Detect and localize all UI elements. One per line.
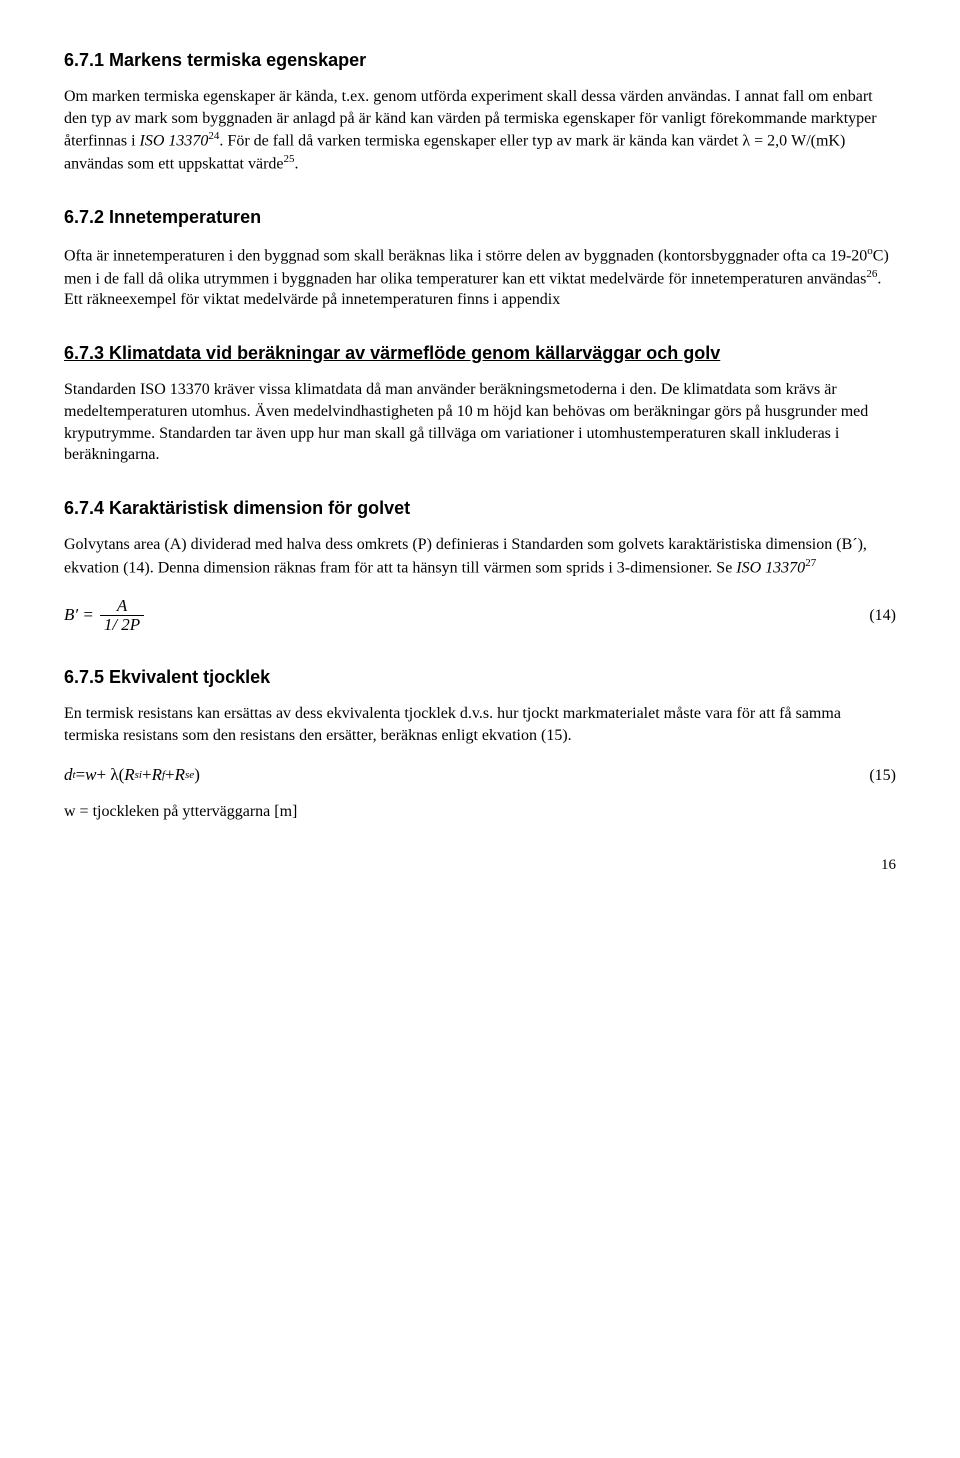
para-6-7-5-a: En termisk resistans kan ersättas av des…	[64, 703, 896, 746]
var-w: w	[85, 764, 96, 787]
equation-number-15: (15)	[869, 765, 896, 787]
denominator: 1/ 2P	[100, 616, 144, 635]
page-number: 16	[64, 855, 896, 875]
var-R: R	[124, 764, 134, 787]
eq-plus: +	[142, 764, 152, 787]
footnote-ref-25: 25	[284, 153, 295, 165]
eq-part: + λ(	[97, 764, 125, 787]
equation-15: dt = w + λ(Rsi + Rf + Rse) (15)	[64, 764, 896, 787]
equation-14-body: B′ = A 1/ 2P	[64, 597, 144, 635]
para-6-7-3: Standarden ISO 13370 kräver vissa klimat…	[64, 379, 896, 465]
eq-equals: =	[76, 764, 86, 787]
var-R: R	[152, 764, 162, 787]
iso-ref: ISO 13370	[736, 559, 805, 576]
footnote-ref-24: 24	[208, 130, 219, 142]
var-R: R	[175, 764, 185, 787]
heading-6-7-1: 6.7.1 Markens termiska egenskaper	[64, 48, 896, 72]
para-6-7-5-b: w = tjockleken på ytterväggarna [m]	[64, 801, 896, 823]
text: Ofta är innetemperaturen i den byggnad s…	[64, 247, 867, 264]
heading-6-7-3: 6.7.3 Klimatdata vid beräkningar av värm…	[64, 341, 896, 365]
eq-plus: +	[165, 764, 175, 787]
sub-se: se	[185, 768, 194, 783]
para-6-7-1: Om marken termiska egenskaper är kända, …	[64, 86, 896, 175]
iso-ref: ISO 13370	[140, 133, 209, 150]
para-6-7-4: Golvytans area (A) dividerad med halva d…	[64, 534, 896, 579]
numerator: A	[113, 597, 131, 616]
heading-6-7-4: 6.7.4 Karaktäristisk dimension för golve…	[64, 496, 896, 520]
equation-14: B′ = A 1/ 2P (14)	[64, 597, 896, 635]
var-d: d	[64, 764, 73, 787]
footnote-ref-27: 27	[805, 557, 816, 569]
eq-lhs: B′ =	[64, 604, 94, 627]
eq-close: )	[194, 764, 200, 787]
sub-si: si	[135, 768, 142, 783]
text: .	[295, 156, 299, 173]
fraction: A 1/ 2P	[100, 597, 144, 635]
heading-6-7-2: 6.7.2 Innetemperaturen	[64, 205, 896, 229]
heading-6-7-5: 6.7.5 Ekvivalent tjocklek	[64, 665, 896, 689]
footnote-ref-26: 26	[866, 268, 877, 280]
equation-15-body: dt = w + λ(Rsi + Rf + Rse)	[64, 764, 200, 787]
para-6-7-2: Ofta är innetemperaturen i den byggnad s…	[64, 244, 896, 311]
equation-number-14: (14)	[869, 605, 896, 627]
